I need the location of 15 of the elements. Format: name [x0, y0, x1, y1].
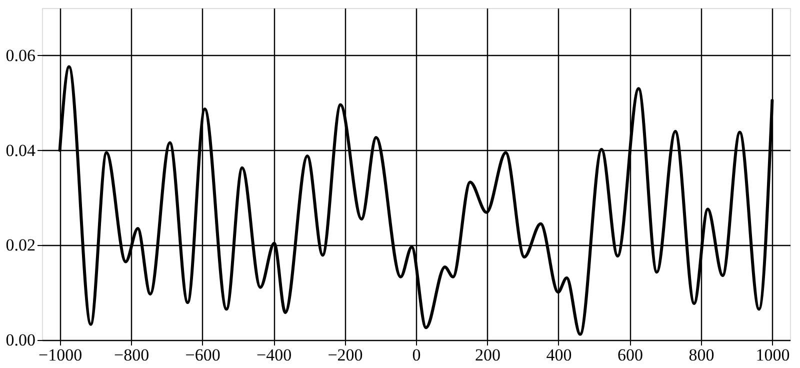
x-tick-label: −200	[328, 346, 363, 364]
x-tick-label: −800	[114, 346, 150, 364]
x-tick-label: 400	[546, 346, 572, 364]
y-tick-label: 0.04	[6, 140, 36, 160]
x-tick-label: 1000	[756, 346, 790, 364]
x-tick-label: 600	[617, 346, 643, 364]
x-tick-label: −600	[185, 346, 220, 364]
y-tick-label: 0.02	[6, 236, 36, 255]
x-tick-label: −400	[256, 346, 292, 364]
y-tick-label: 0.00	[6, 330, 36, 350]
x-tick-label: 0	[412, 346, 421, 364]
y-tick-label: 0.06	[6, 46, 36, 65]
x-tick-label: 800	[688, 346, 714, 364]
x-tick-label: −1000	[38, 346, 82, 364]
x-tick-label: 200	[474, 346, 500, 364]
